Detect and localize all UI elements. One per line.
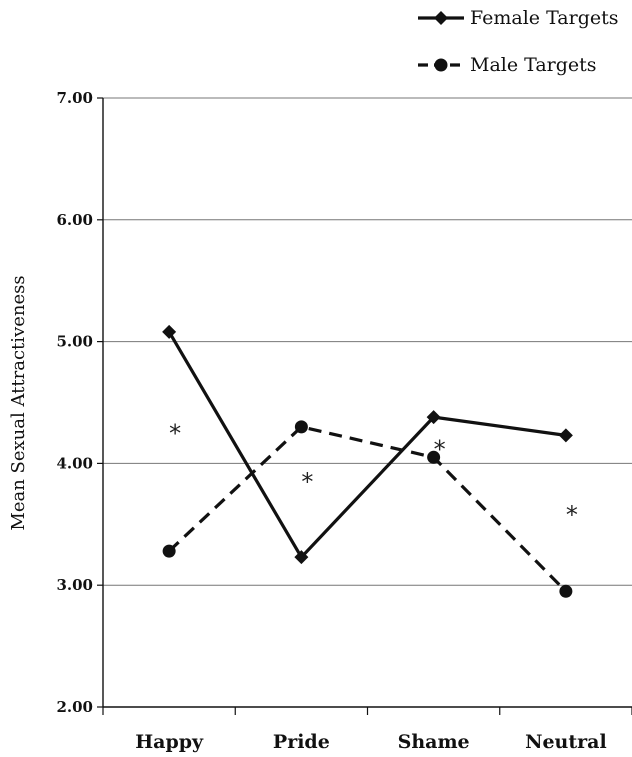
- data-point-male: [162, 544, 176, 558]
- data-point-male: [294, 420, 308, 434]
- legend: Female Targets Male Targets: [418, 7, 619, 76]
- x-tick-label: Neutral: [525, 731, 607, 753]
- x-tick-label: Shame: [398, 731, 470, 753]
- series-layer: [162, 324, 573, 598]
- data-point-female: [558, 428, 573, 443]
- x-axis-ticks: Happy Pride Shame Neutral: [102, 707, 632, 753]
- legend-label: Male Targets: [470, 54, 597, 76]
- significance-asterisk: *: [301, 468, 313, 496]
- y-tick-label: 4.00: [56, 454, 93, 472]
- annotations: * * * *: [169, 419, 578, 529]
- y-tick-label: 3.00: [56, 576, 93, 594]
- legend-label: Female Targets: [470, 7, 619, 29]
- axes: [102, 98, 632, 708]
- data-point-male: [559, 584, 573, 598]
- y-tick-label: 2.00: [56, 698, 93, 716]
- legend-marker-diamond: [434, 11, 448, 25]
- series-line-female: [167, 331, 567, 560]
- y-axis-label: Mean Sexual Attractiveness: [8, 275, 29, 530]
- legend-marker-circle: [434, 58, 448, 72]
- x-tick-label: Happy: [135, 731, 204, 753]
- y-tick-label: 5.00: [56, 333, 93, 351]
- data-point-female: [294, 550, 309, 565]
- significance-asterisk: *: [566, 501, 578, 529]
- series-line-male: [168, 425, 568, 593]
- y-tick-label: 6.00: [56, 211, 93, 229]
- gridlines: [103, 97, 632, 586]
- y-tick-label: 7.00: [56, 89, 93, 107]
- significance-asterisk: *: [169, 419, 181, 447]
- significance-asterisk: *: [434, 435, 446, 463]
- data-point-male: [427, 450, 441, 464]
- y-axis-ticks: 2.00 3.00 4.00 5.00 6.00 7.00: [56, 89, 103, 716]
- x-tick-label: Pride: [273, 731, 330, 753]
- data-point-female: [426, 410, 441, 425]
- data-point-female: [162, 324, 177, 339]
